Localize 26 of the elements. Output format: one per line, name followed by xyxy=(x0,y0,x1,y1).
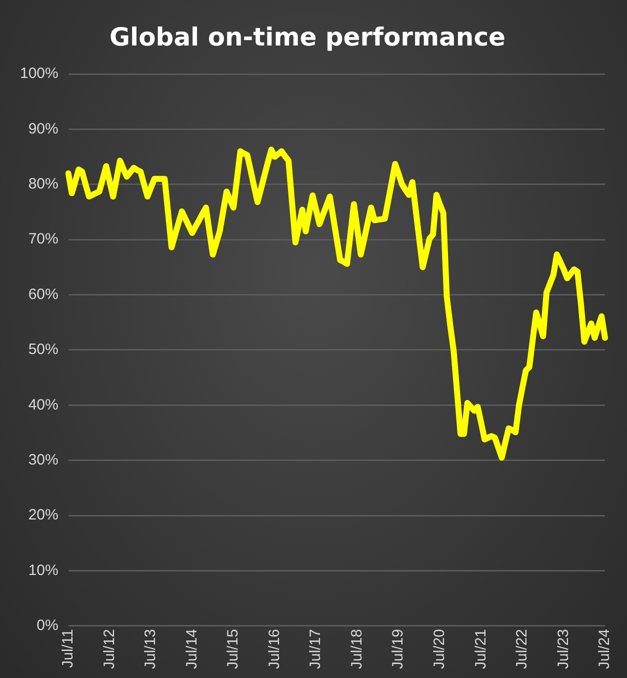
chart-title: Global on-time performance xyxy=(110,22,506,52)
x-tick-label: Jul/18 xyxy=(348,628,366,670)
x-tick-label: Jul/15 xyxy=(224,628,242,670)
x-tick-label: Jul/14 xyxy=(183,628,200,670)
x-tick-label: Jul/17 xyxy=(307,628,324,670)
y-tick-label: 60% xyxy=(28,286,58,303)
y-tick-label: 0% xyxy=(36,617,58,634)
x-tick-label: Jul/23 xyxy=(554,628,572,670)
y-tick-label: 80% xyxy=(28,176,58,193)
x-tick-label: Jul/24 xyxy=(596,628,614,670)
y-tick-label: 50% xyxy=(28,341,58,358)
x-tick-label: Jul/16 xyxy=(266,628,283,670)
y-tick-label: 10% xyxy=(28,562,58,579)
y-tick-label: 100% xyxy=(20,65,58,82)
x-tick-label: Jul/20 xyxy=(431,628,448,670)
y-tick-label: 30% xyxy=(28,452,58,469)
y-tick-label: 90% xyxy=(28,120,58,138)
x-tick-label: Jul/11 xyxy=(60,628,77,668)
x-tick-label: Jul/21 xyxy=(472,628,490,670)
x-tick-label: Jul/19 xyxy=(390,628,407,670)
x-tick-label: Jul/22 xyxy=(514,628,531,670)
y-tick-label: 70% xyxy=(28,230,58,248)
x-tick-label: Jul/13 xyxy=(142,628,160,670)
x-tick-label: Jul/12 xyxy=(100,628,118,670)
y-tick-label: 40% xyxy=(28,396,58,414)
y-tick-label: 20% xyxy=(28,506,58,524)
